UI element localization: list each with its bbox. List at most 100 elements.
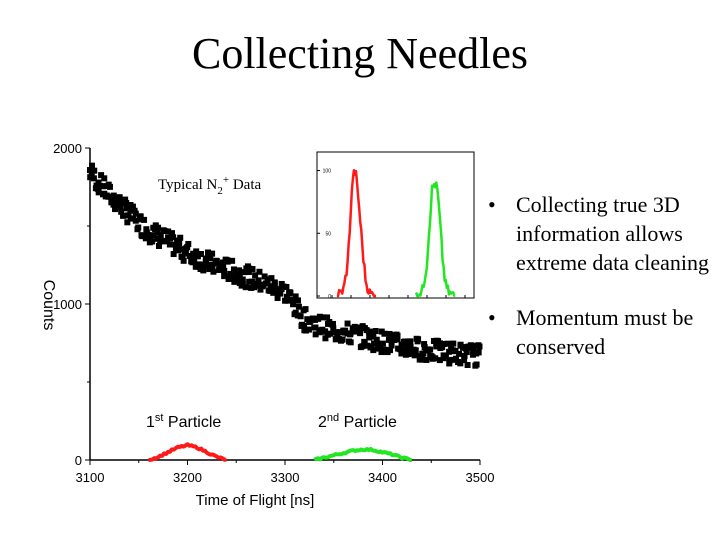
data-point xyxy=(439,344,446,351)
data-point xyxy=(210,268,217,275)
data-point xyxy=(444,340,451,347)
data-point xyxy=(176,240,183,247)
data-point xyxy=(433,343,440,350)
data-point xyxy=(180,257,187,264)
data-point xyxy=(132,210,139,217)
data-point xyxy=(252,272,259,279)
data-point xyxy=(385,336,392,343)
data-point xyxy=(246,265,253,272)
data-point xyxy=(155,224,162,231)
data-point xyxy=(88,162,95,169)
data-point xyxy=(132,217,139,224)
data-point xyxy=(472,342,479,349)
data-point xyxy=(394,332,401,339)
data-point xyxy=(453,355,460,362)
x-tick-label: 3400 xyxy=(368,470,397,485)
data-point xyxy=(227,270,234,277)
second-particle-peak xyxy=(313,446,412,462)
data-point xyxy=(239,276,246,283)
data-point xyxy=(209,264,216,271)
data-point xyxy=(449,356,456,363)
data-point xyxy=(249,266,256,273)
data-point xyxy=(329,320,336,327)
data-point xyxy=(461,352,468,359)
data-point xyxy=(201,263,208,270)
data-point xyxy=(116,194,123,201)
data-point xyxy=(305,326,312,333)
data-point xyxy=(339,336,346,343)
data-point xyxy=(87,174,94,181)
inset-y-tick-label: 50 xyxy=(325,231,331,237)
data-point xyxy=(95,189,102,196)
x-tick-label: 3500 xyxy=(466,470,495,485)
data-point xyxy=(274,295,281,302)
data-point xyxy=(181,250,188,257)
data-point xyxy=(206,266,213,273)
data-point xyxy=(370,347,377,354)
data-point xyxy=(170,251,177,258)
data-point xyxy=(95,179,102,186)
data-point xyxy=(421,341,428,348)
data-point xyxy=(295,303,302,310)
data-point xyxy=(98,172,105,179)
data-point xyxy=(118,208,125,215)
data-point xyxy=(421,344,428,351)
data-point xyxy=(390,336,397,343)
data-point xyxy=(476,343,483,350)
data-point xyxy=(332,329,339,336)
data-point xyxy=(105,193,112,200)
y-tick-label: 1000 xyxy=(53,297,82,312)
data-point xyxy=(312,324,319,331)
data-point xyxy=(394,336,401,343)
data-point xyxy=(312,331,319,338)
data-point xyxy=(354,324,361,331)
data-point xyxy=(414,338,421,345)
data-point xyxy=(320,314,327,321)
data-point xyxy=(249,278,256,285)
data-point xyxy=(469,351,476,358)
data-point xyxy=(446,360,453,367)
data-point xyxy=(139,233,146,240)
data-point xyxy=(271,279,278,286)
data-point xyxy=(475,349,482,356)
data-point xyxy=(172,241,179,248)
data-point xyxy=(123,205,130,212)
data-point xyxy=(292,293,299,300)
data-point xyxy=(399,347,406,354)
data-point xyxy=(175,247,182,254)
data-point xyxy=(324,314,331,321)
data-point xyxy=(270,289,277,296)
data-point xyxy=(436,357,443,364)
first-particle-peak xyxy=(148,442,227,462)
data-point xyxy=(125,212,132,219)
data-point xyxy=(366,334,373,341)
data-point xyxy=(463,349,470,356)
data-point xyxy=(464,362,471,369)
data-point xyxy=(290,301,297,308)
data-point xyxy=(371,340,378,347)
data-point xyxy=(287,289,294,296)
data-point xyxy=(90,175,97,182)
data-point xyxy=(229,257,236,264)
data-point xyxy=(461,357,468,364)
y-axis-label: Counts xyxy=(40,280,57,331)
bullet-item: • Collecting true 3D information allows … xyxy=(488,190,713,277)
data-point xyxy=(224,258,231,265)
data-point xyxy=(170,234,177,241)
data-point xyxy=(143,226,150,233)
x-tick-label: 3300 xyxy=(271,470,300,485)
data-point xyxy=(137,214,144,221)
data-point xyxy=(99,183,106,190)
data-point xyxy=(347,331,354,338)
data-point xyxy=(194,253,201,260)
data-point xyxy=(440,340,447,347)
data-point xyxy=(257,286,264,293)
x-tick-label: 3100 xyxy=(76,470,105,485)
data-point xyxy=(112,206,119,213)
first-particle-label: 1st Particle xyxy=(146,412,221,431)
data-point xyxy=(141,216,148,223)
data-point xyxy=(347,339,354,346)
data-point xyxy=(106,183,113,190)
data-point xyxy=(221,267,228,274)
